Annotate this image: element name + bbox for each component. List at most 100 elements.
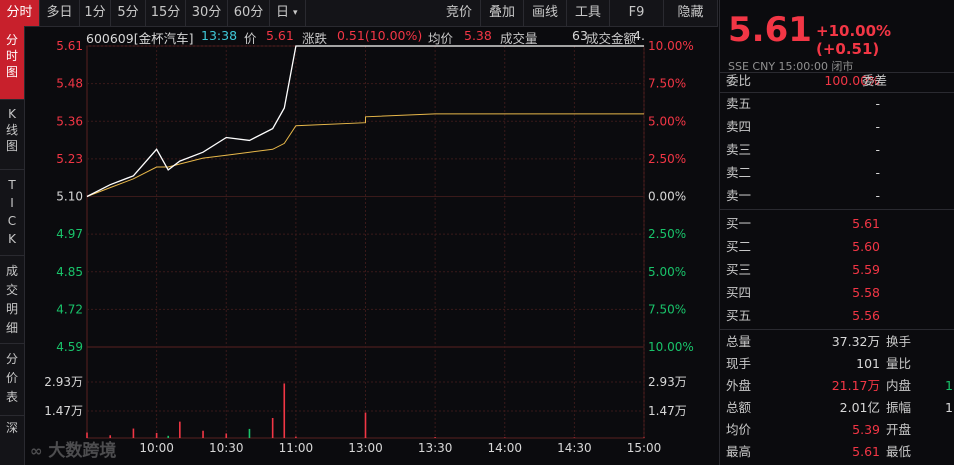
divider bbox=[720, 329, 954, 330]
side-tab-price-table-label: 分价表 bbox=[5, 352, 18, 404]
ask-level-1[interactable]: 卖一 - bbox=[720, 185, 954, 207]
order-ratio-value: 100.00% bbox=[824, 73, 880, 88]
bid-level-3-label: 买三 bbox=[726, 262, 752, 277]
side-tab-depth[interactable]: 深 bbox=[0, 416, 24, 456]
stat-row-6-label: 最高 bbox=[726, 444, 752, 459]
ask-level-2-label: 卖二 bbox=[726, 165, 752, 180]
bid-level-1[interactable]: 买一 5.61 bbox=[720, 213, 954, 235]
amount-label: 成交金额 bbox=[586, 31, 637, 46]
period-tab-5min[interactable]: 5分 bbox=[111, 0, 146, 26]
price-label: 价 bbox=[244, 31, 257, 46]
intraday-chart[interactable]: 5.61 10.00% 5.48 7.50% 5.36 5.00% 5.23 2.50% 5.1… bbox=[24, 26, 718, 465]
stock-code-text: 600609[金杯汽车] bbox=[86, 31, 194, 46]
volume-tick-label: 2.93万 bbox=[44, 375, 83, 389]
pct-tick-label: 7.50% bbox=[648, 302, 686, 316]
period-tab-day[interactable]: 日 ▾ bbox=[270, 0, 306, 26]
stat-row-4-value: 2.01亿 bbox=[839, 400, 880, 415]
volume-bar bbox=[434, 437, 436, 438]
ask-level-5-value: - bbox=[875, 96, 880, 111]
stock-code: 600609[金杯汽车] bbox=[86, 28, 193, 47]
price-line bbox=[86, 45, 644, 198]
bid-level-2-label: 买二 bbox=[726, 239, 752, 254]
volume-bar bbox=[573, 437, 576, 438]
period-tab-1min[interactable]: 1分 bbox=[80, 0, 111, 26]
ask-level-5[interactable]: 卖五 - bbox=[720, 93, 954, 115]
side-tab-minute-chart[interactable]: 分时图 bbox=[0, 26, 24, 100]
period-tab-minute[interactable]: 分时 bbox=[0, 0, 40, 26]
volume-bar bbox=[132, 428, 135, 438]
divider bbox=[720, 72, 954, 73]
stat-row-5-label: 均价 bbox=[726, 422, 752, 437]
period-tab-multiday[interactable]: 多日 bbox=[40, 0, 80, 26]
stat-row-6-value: 5.61 bbox=[852, 444, 880, 459]
stat-row-6-label2: 最低 bbox=[886, 444, 912, 459]
tool-tools-button[interactable]: 工具 bbox=[567, 0, 610, 26]
price-tick-label: 4.97 bbox=[56, 227, 83, 241]
volume-bar bbox=[179, 421, 181, 438]
volume-bar bbox=[167, 435, 170, 438]
tool-overlay-button[interactable]: 叠加 bbox=[481, 0, 524, 26]
side-tab-tick-label: TICK bbox=[7, 178, 17, 246]
cursor-time: 13:38 bbox=[201, 28, 238, 43]
price-tick-label: 5.61 bbox=[56, 39, 83, 53]
price-change: +10.00% (+0.51) bbox=[816, 22, 892, 58]
price-value: 5.61 bbox=[266, 28, 294, 43]
bid-level-2[interactable]: 买二 5.60 bbox=[720, 236, 954, 258]
stat-row-3-label2: 内盘 bbox=[886, 378, 912, 393]
stat-row-2-label: 现手 bbox=[726, 356, 752, 371]
stat-row-1-value: 37.32万 bbox=[831, 334, 880, 349]
bid-level-5[interactable]: 买五 5.56 bbox=[720, 305, 954, 327]
stat-row-1[interactable]: 总量 37.32万 换手 bbox=[720, 331, 954, 353]
stat-row-3[interactable]: 外盘 21.17万 内盘 1 bbox=[720, 375, 954, 397]
order-diff-label: 委差 bbox=[862, 73, 888, 88]
side-tab-minute-chart-label: 分时图 bbox=[5, 33, 18, 79]
ask-level-4[interactable]: 卖四 - bbox=[720, 116, 954, 138]
side-tab-trades[interactable]: 成交明细 bbox=[0, 256, 24, 344]
period-tab-30min[interactable]: 30分 bbox=[186, 0, 228, 26]
ask-level-2[interactable]: 卖二 - bbox=[720, 162, 954, 184]
stat-row-5[interactable]: 均价 5.39 开盘 bbox=[720, 419, 954, 441]
divider bbox=[720, 92, 954, 93]
side-tab-trades-label: 成交明细 bbox=[5, 264, 18, 335]
bid-level-5-label: 买五 bbox=[726, 308, 752, 323]
volume-bar bbox=[364, 412, 367, 438]
ask-level-3-label: 卖三 bbox=[726, 142, 752, 157]
stat-row-2[interactable]: 现手 101 量比 bbox=[720, 353, 954, 375]
side-tab-price-table[interactable]: 分价表 bbox=[0, 344, 24, 416]
stat-row-3-value: 21.17万 bbox=[831, 378, 880, 393]
stat-row-6[interactable]: 最高 5.61 最低 bbox=[720, 441, 954, 463]
tool-auction-button[interactable]: 竞价 bbox=[438, 0, 481, 26]
tool-hide-button[interactable]: 隐藏 bbox=[664, 0, 718, 26]
pct-tick-label: 5.00% bbox=[648, 265, 686, 279]
stat-row-4-label2: 振幅 bbox=[886, 400, 912, 415]
bid-level-3[interactable]: 买三 5.59 bbox=[720, 259, 954, 281]
side-tab-tick[interactable]: TICK bbox=[0, 170, 24, 256]
quote-panel: 5.61 +10.00% (+0.51) SSE CNY 15:00:00 闭市… bbox=[719, 0, 954, 465]
stat-row-5-value: 5.39 bbox=[852, 422, 880, 437]
pct-tick-label: 0.00% bbox=[648, 190, 686, 204]
period-tab-15min[interactable]: 15分 bbox=[146, 0, 186, 26]
order-ratio-label: 委比 bbox=[726, 73, 752, 88]
period-tab-60min[interactable]: 60分 bbox=[228, 0, 270, 26]
bid-level-4[interactable]: 买四 5.58 bbox=[720, 282, 954, 304]
tool-f9-button[interactable]: F9 bbox=[610, 0, 664, 26]
volume-bar bbox=[283, 383, 286, 438]
ask-level-4-label: 卖四 bbox=[726, 119, 752, 134]
divider bbox=[720, 209, 954, 210]
volume-bar bbox=[271, 418, 274, 438]
time-tick-label: 11:00 bbox=[279, 441, 314, 455]
ask-level-3[interactable]: 卖三 - bbox=[720, 139, 954, 161]
time-tick-label: 14:30 bbox=[557, 441, 592, 455]
side-tab-kline[interactable]: K线图 bbox=[0, 100, 24, 170]
price-tick-label: 4.85 bbox=[56, 265, 83, 279]
last-price: 5.61 bbox=[728, 10, 812, 50]
toolbar: 分时 多日 1分 5分 15分 30分 60分 日 ▾ 竞价 叠加 画线 工具 … bbox=[0, 0, 718, 27]
tool-draw-button[interactable]: 画线 bbox=[524, 0, 567, 26]
volume-tick-label-right: 1.47万 bbox=[648, 404, 687, 418]
stat-row-4[interactable]: 总额 2.01亿 振幅 1 bbox=[720, 397, 954, 419]
period-dropdown-icon[interactable]: ▾ bbox=[293, 8, 298, 18]
side-tab-kline-label: K线图 bbox=[5, 107, 18, 153]
time-tick-label: 10:00 bbox=[139, 441, 174, 455]
volume-value: 63 bbox=[572, 28, 588, 43]
volume-bar bbox=[109, 435, 112, 438]
